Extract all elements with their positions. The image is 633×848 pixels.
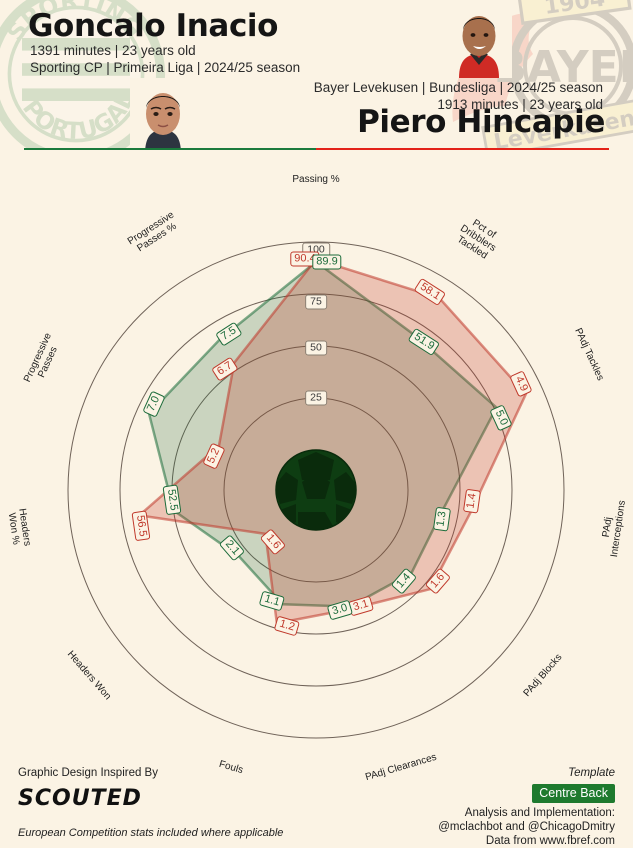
- analysis-credits: Analysis and Implementation: @mclachbot …: [438, 806, 615, 848]
- ring-label-75: 75: [305, 294, 327, 310]
- ring-label-25: 25: [305, 390, 327, 406]
- european-stats-note: European Competition stats included wher…: [18, 827, 284, 839]
- axis-label-passing: Passing %: [292, 174, 340, 185]
- value-badge-inacio-0: 89.9: [312, 254, 342, 270]
- svg-text:BAYER: BAYER: [493, 42, 633, 93]
- left-player-headshot: [130, 78, 196, 150]
- header-banner: SPORTING PORTUGAL BAYER 1904 Leverkusen …: [0, 0, 633, 150]
- club-colour-divider: [24, 148, 609, 150]
- sporting-cp-crest-icon: SPORTING PORTUGAL: [0, 0, 166, 150]
- analysis-line-1: Analysis and Implementation:: [464, 807, 615, 819]
- scouted-logo: SCOUTED: [18, 786, 142, 811]
- ring-label-50: 50: [305, 340, 327, 356]
- right-player-name: Piero Hincapie: [357, 104, 605, 140]
- left-player-minutes-age: 1391 minutes | 23 years old: [30, 43, 196, 58]
- right-player-club-league-season: Bayer Levekusen | Bundesliga | 2024/25 s…: [313, 80, 603, 95]
- bayer-leverkusen-crest-icon: BAYER 1904 Leverkusen: [452, 0, 633, 150]
- left-player-club-league-season: Sporting CP | Primeira Liga | 2024/25 se…: [30, 60, 301, 75]
- right-player-minutes-age: 1913 minutes | 23 years old: [437, 97, 603, 112]
- analysis-line-3: Data from www.fbref.com: [485, 835, 615, 847]
- left-player-name: Goncalo Inacio: [28, 8, 279, 44]
- right-player-headshot: [446, 2, 512, 78]
- inspired-by-label: Graphic Design Inspired By: [18, 767, 158, 779]
- template-position-badge: Centre Back: [532, 784, 615, 803]
- analysis-line-2: @mclachbot and @ChicagoDmitry: [438, 821, 615, 833]
- template-label: Template: [568, 767, 615, 779]
